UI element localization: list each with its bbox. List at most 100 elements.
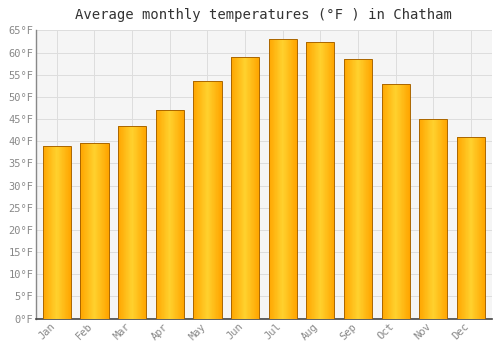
Bar bbox=[144, 126, 145, 318]
Bar bbox=[58, 146, 59, 318]
Bar bbox=[353, 59, 354, 318]
Bar bbox=[54, 146, 55, 318]
Bar bbox=[105, 144, 106, 318]
Bar bbox=[213, 82, 214, 318]
Bar bbox=[90, 144, 91, 318]
Bar bbox=[333, 42, 334, 318]
Bar bbox=[121, 126, 122, 318]
Bar bbox=[50, 146, 51, 318]
Bar bbox=[128, 126, 130, 318]
Bar bbox=[326, 42, 327, 318]
Bar bbox=[49, 146, 50, 318]
Bar bbox=[176, 110, 177, 318]
Bar bbox=[286, 39, 287, 318]
Bar bbox=[127, 126, 128, 318]
Bar bbox=[206, 82, 207, 318]
Bar bbox=[391, 84, 392, 318]
Bar bbox=[388, 84, 389, 318]
Bar bbox=[269, 39, 270, 318]
Bar bbox=[212, 82, 213, 318]
Bar bbox=[399, 84, 400, 318]
Bar bbox=[467, 137, 468, 318]
Bar bbox=[438, 119, 439, 319]
Bar bbox=[390, 84, 391, 318]
Bar bbox=[359, 59, 360, 318]
Bar bbox=[313, 42, 314, 318]
Bar bbox=[344, 59, 345, 318]
Bar bbox=[202, 82, 203, 318]
Bar bbox=[255, 57, 256, 318]
Bar bbox=[106, 144, 107, 318]
Bar bbox=[197, 82, 198, 318]
Bar bbox=[288, 39, 289, 318]
Bar bbox=[477, 137, 478, 318]
Bar bbox=[481, 137, 482, 318]
Bar bbox=[89, 144, 90, 318]
Bar bbox=[429, 119, 430, 319]
Bar bbox=[244, 57, 245, 318]
Bar bbox=[134, 126, 135, 318]
Bar bbox=[172, 110, 173, 318]
Bar bbox=[357, 59, 358, 318]
Bar bbox=[165, 110, 166, 318]
Bar bbox=[365, 59, 366, 318]
Bar bbox=[204, 82, 205, 318]
Bar bbox=[276, 39, 277, 318]
Bar bbox=[42, 146, 43, 318]
Bar bbox=[277, 39, 278, 318]
Bar bbox=[205, 82, 206, 318]
Bar bbox=[470, 137, 471, 318]
Bar bbox=[307, 42, 308, 318]
Bar bbox=[169, 110, 170, 318]
Bar bbox=[278, 39, 279, 318]
Bar bbox=[289, 39, 290, 318]
Bar bbox=[430, 119, 431, 319]
Bar bbox=[435, 119, 436, 319]
Bar bbox=[101, 144, 102, 318]
Bar bbox=[402, 84, 403, 318]
Bar bbox=[294, 39, 295, 318]
Bar bbox=[316, 42, 317, 318]
Bar bbox=[295, 39, 296, 318]
Bar bbox=[468, 137, 469, 318]
Bar bbox=[104, 144, 105, 318]
Bar bbox=[164, 110, 165, 318]
Bar bbox=[371, 59, 372, 318]
Bar bbox=[482, 137, 483, 318]
Bar bbox=[209, 82, 210, 318]
Bar bbox=[349, 59, 350, 318]
Bar bbox=[400, 84, 402, 318]
Bar bbox=[80, 144, 108, 318]
Bar bbox=[395, 84, 396, 318]
Bar bbox=[321, 42, 322, 318]
Bar bbox=[318, 42, 319, 318]
Bar bbox=[120, 126, 121, 318]
Bar bbox=[346, 59, 348, 318]
Bar bbox=[160, 110, 162, 318]
Bar bbox=[423, 119, 424, 319]
Bar bbox=[382, 84, 383, 318]
Bar bbox=[444, 119, 445, 319]
Bar bbox=[439, 119, 440, 319]
Bar bbox=[310, 42, 311, 318]
Bar bbox=[177, 110, 178, 318]
Bar bbox=[476, 137, 477, 318]
Bar bbox=[238, 57, 239, 318]
Bar bbox=[136, 126, 137, 318]
Bar bbox=[243, 57, 244, 318]
Bar bbox=[201, 82, 202, 318]
Bar bbox=[247, 57, 248, 318]
Bar bbox=[239, 57, 240, 318]
Bar bbox=[404, 84, 406, 318]
Bar bbox=[475, 137, 476, 318]
Title: Average monthly temperatures (°F ) in Chatham: Average monthly temperatures (°F ) in Ch… bbox=[76, 8, 452, 22]
Bar bbox=[157, 110, 158, 318]
Bar bbox=[95, 144, 96, 318]
Bar bbox=[256, 57, 257, 318]
Bar bbox=[361, 59, 362, 318]
Bar bbox=[138, 126, 139, 318]
Bar bbox=[308, 42, 309, 318]
Bar bbox=[364, 59, 365, 318]
Bar bbox=[88, 144, 89, 318]
Bar bbox=[45, 146, 46, 318]
